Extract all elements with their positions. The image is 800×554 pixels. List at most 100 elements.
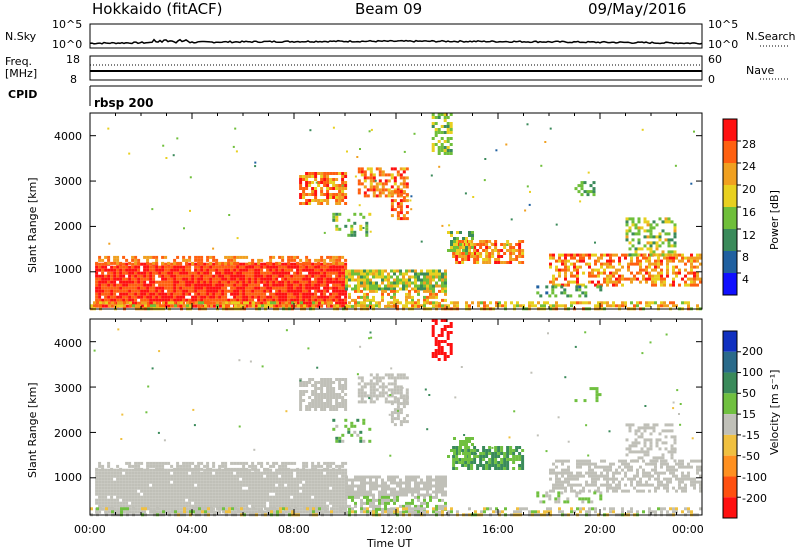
power-cell [242, 265, 246, 269]
power-cell [335, 224, 339, 228]
power-cell [140, 277, 144, 281]
power-cell [405, 217, 409, 221]
power-cell [128, 283, 132, 287]
power-cell [341, 199, 345, 202]
power-cell [170, 271, 174, 275]
power-cell [372, 284, 375, 288]
power-cell [476, 255, 480, 258]
power-cell [353, 233, 357, 237]
power-cell [239, 295, 243, 299]
velocity-cell [311, 474, 315, 478]
power-cell [209, 277, 213, 281]
velocity-cell [218, 504, 222, 508]
power-cell [314, 295, 318, 299]
velocity-cell [116, 480, 120, 484]
power-cell [321, 301, 324, 305]
power-cell [221, 286, 225, 290]
power-cell [188, 277, 192, 281]
power-cell [440, 113, 444, 116]
power-cell [431, 146, 435, 149]
power-cell [315, 181, 318, 184]
velocity-cell [207, 507, 210, 511]
power-cell [658, 217, 662, 221]
power-cell [473, 243, 477, 246]
velocity-cell [329, 471, 333, 475]
velocity-cell [354, 478, 357, 482]
velocity-cell [251, 483, 255, 487]
velocity-cell [248, 468, 252, 472]
velocity-cell [185, 474, 189, 478]
power-cell [667, 253, 671, 257]
velocity-cell [308, 483, 312, 487]
power-cell [107, 292, 111, 296]
velocity-cell [296, 471, 300, 475]
velocity-cell [95, 467, 99, 471]
power-cell [189, 301, 192, 305]
power-cell [326, 268, 330, 272]
power-cell [323, 280, 327, 284]
velocity-cell [146, 489, 150, 493]
power-cell [378, 188, 382, 192]
velocity-cell [323, 489, 327, 493]
velocity-cell [152, 468, 156, 472]
power-cell [609, 259, 612, 263]
velocity-cell [287, 483, 291, 487]
power-cell [215, 258, 219, 262]
velocity-cell [375, 510, 378, 514]
power-cell [308, 175, 312, 178]
power-cell [275, 261, 279, 265]
power-cell [194, 271, 198, 275]
power-cell [453, 304, 456, 308]
power-cell [344, 193, 348, 196]
power-cell [216, 304, 219, 308]
power-cell [215, 295, 219, 299]
power-cell [281, 268, 285, 272]
velocity-cell [393, 481, 396, 485]
velocity-cell [414, 481, 417, 485]
power-cell [113, 280, 117, 284]
power-cell [260, 268, 264, 272]
velocity-cell [143, 492, 147, 496]
power-cell [435, 284, 438, 288]
velocity-cell [149, 468, 153, 472]
velocity-cell [296, 483, 300, 487]
power-cell [161, 268, 165, 272]
velocity-cell [96, 507, 99, 511]
power-cell [99, 301, 102, 305]
power-cell [227, 298, 231, 302]
power-cell [654, 280, 657, 284]
freq-label-1: Freq. [5, 55, 33, 68]
power-cell [122, 292, 126, 296]
power-cell [323, 178, 327, 181]
velocity-cell [296, 477, 300, 481]
power-cell [372, 275, 375, 279]
power-cell [305, 187, 309, 190]
velocity-cell [170, 498, 174, 502]
power-cell [122, 289, 126, 293]
velocity-cell [360, 487, 363, 491]
power-cell [329, 280, 333, 284]
power-cell [366, 275, 369, 279]
power-cell [332, 292, 336, 296]
velocity-cell [414, 475, 417, 479]
power-cell [218, 298, 222, 302]
velocity-cell [182, 477, 186, 481]
velocity-cell [290, 477, 294, 481]
power-cell [206, 255, 210, 259]
power-cell [312, 301, 315, 305]
power-cell [664, 220, 668, 224]
velocity-cell [182, 501, 186, 505]
power-cell [420, 281, 423, 285]
power-cell [673, 226, 677, 230]
power-cell [348, 275, 351, 279]
power-cell [257, 295, 261, 299]
power-cell [583, 181, 587, 185]
velocity-cell [161, 471, 165, 475]
power-cell [684, 268, 687, 272]
power-cell [329, 265, 333, 269]
velocity-cell [396, 475, 399, 479]
power-cell [317, 286, 321, 290]
velocity-cell [155, 477, 159, 481]
power-cell [399, 193, 403, 197]
velocity-cell [266, 486, 270, 490]
